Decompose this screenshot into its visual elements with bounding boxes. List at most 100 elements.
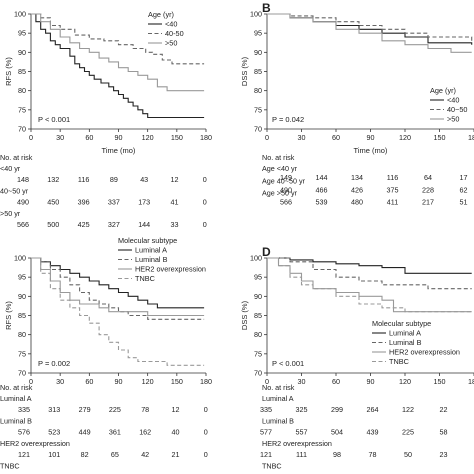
panel-1-risk-value: 41 xyxy=(171,198,179,207)
panel-2-risk-value: 426 xyxy=(351,185,363,194)
panel-1-risk-value: 173 xyxy=(138,198,150,207)
panel-4-risk-value: 335 xyxy=(260,405,272,414)
panel-3-y-tick-label: 75 xyxy=(18,349,26,358)
panel-1-risk-row-label: 40~50 yr xyxy=(0,187,29,196)
panel-4-y-tick-label: 70 xyxy=(254,369,262,378)
panel-1-y-tick-label: 95 xyxy=(18,29,26,38)
panel-2-risk-value: 51 xyxy=(460,198,468,207)
panel-1-risk-value: 450 xyxy=(47,198,59,207)
panel-2-legend-label-2: 40~50 xyxy=(447,105,468,114)
panel-1-risk-value: 396 xyxy=(78,198,90,207)
panel-2-risk-value: 17 xyxy=(460,173,468,182)
panel-4-risk-value: 504 xyxy=(331,428,343,437)
panel-3-x-tick-label: 150 xyxy=(171,377,183,386)
panel-3-y-tick-label: 85 xyxy=(18,311,26,320)
panel-3-x-tick-label: 180 xyxy=(200,377,212,386)
panel-1-risk-value: 43 xyxy=(140,175,148,184)
panel-4-series-2-line xyxy=(267,257,472,290)
panel-4-risk-value: 225 xyxy=(402,428,414,437)
panel-3-risk-value: 124 xyxy=(79,473,91,474)
panel-1-series-1-line xyxy=(31,13,205,119)
panel-3-risk-value: 21 xyxy=(172,450,180,459)
panel-4-risk-value: 98 xyxy=(333,450,341,459)
panel-3-series-3-line xyxy=(31,257,205,317)
panel-3-risk-value: 162 xyxy=(139,428,151,437)
panel-4-y-tick-label: 80 xyxy=(254,330,262,339)
panel-1-risk-value: 132 xyxy=(47,175,59,184)
panel-1-x-tick-label: 60 xyxy=(85,133,93,142)
panel-3-risk-row-label: TNBC xyxy=(0,462,20,471)
panel-2-risk-header: No. at risk xyxy=(262,153,295,162)
panel-3-legend-label-2: Luminal B xyxy=(135,255,168,264)
panel-1-risk-value: 490 xyxy=(17,198,29,207)
panel-3-risk-value: 94 xyxy=(111,473,119,474)
panel-1-series-3-line xyxy=(31,13,205,92)
panel-4-risk-row-label: HER2 overexpression xyxy=(262,439,332,448)
panel-2-risk-value: 411 xyxy=(387,198,398,207)
panel-2-risk-value: 149 xyxy=(280,173,292,182)
panel-4-legend-title: Molecular subtype xyxy=(372,319,431,328)
panel-4-risk-value: 122 xyxy=(402,405,414,414)
panel-2-legend-label-1: <40 xyxy=(447,96,459,105)
panel-3-risk-value: 523 xyxy=(48,428,60,437)
panel-4-risk-value: 22 xyxy=(440,405,448,414)
panel-4-risk-value: 73 xyxy=(404,473,412,474)
panel-2-y-tick-label: 80 xyxy=(254,86,262,95)
panel-3-risk-value: 101 xyxy=(48,450,60,459)
panel-1-y-tick-label: 85 xyxy=(18,67,26,76)
panel-4-risk-value: 112 xyxy=(367,473,378,474)
panel-1-series-2-line xyxy=(31,13,205,65)
panel-4-y-tick-label: 100 xyxy=(250,254,262,263)
panel-2-risk-row-label: Age >50 yr xyxy=(262,189,298,198)
panel-2-p-value: P = 0.042 xyxy=(272,115,304,124)
panel-4-x-tick-label: 120 xyxy=(399,377,411,386)
panel-2-letter: B xyxy=(262,1,271,15)
panel-1-legend-title: Age (yr) xyxy=(148,10,174,19)
panel-3-risk-value: 335 xyxy=(18,405,30,414)
panel-4-risk-value: 58 xyxy=(440,428,448,437)
panel-1-risk-value: 327 xyxy=(108,220,120,229)
panel-4-x-tick-label: 90 xyxy=(367,377,375,386)
panel-3-risk-row-label: HER2 overexpression xyxy=(0,439,70,448)
panel-4-y-tick-label: 95 xyxy=(254,273,262,282)
panel-1-risk-value: 144 xyxy=(138,220,150,229)
panel-1-y-tick-label: 80 xyxy=(18,86,26,95)
panel-1-x-tick-label: 180 xyxy=(200,133,212,142)
panel-3-risk-value: 0 xyxy=(204,450,208,459)
panel-1-risk-value: 148 xyxy=(17,175,29,184)
panel-1-risk-value: 0 xyxy=(203,220,207,229)
panel-4-risk-value: 172 xyxy=(260,473,272,474)
panel-3-y-tick-label: 95 xyxy=(18,273,26,282)
panel-3-risk-value: 42 xyxy=(141,450,149,459)
panel-2-y-tick-label: 95 xyxy=(254,29,262,38)
panel-2-y-tick-label: 90 xyxy=(254,48,262,57)
panel-4-legend-label-4: TNBC xyxy=(389,357,409,366)
panel-2-risk-value: 116 xyxy=(387,173,398,182)
panel-2-series-3-line xyxy=(267,13,472,53)
panel-1-risk-value: 116 xyxy=(78,175,89,184)
panel-2-risk-value: 480 xyxy=(351,198,363,207)
panel-1-risk-row-label: >50 yr xyxy=(0,209,21,218)
panel-4-risk-value: 20 xyxy=(440,473,448,474)
panel-4-y-tick-label: 90 xyxy=(254,292,262,301)
panel-2-risk-value: 490 xyxy=(280,185,292,194)
panel-3-legend-label-4: TNBC xyxy=(135,274,155,283)
panel-1-risk-value: 33 xyxy=(171,220,179,229)
panel-1-x-tick-label: 30 xyxy=(56,133,64,142)
panel-2-risk-value: 62 xyxy=(460,185,468,194)
panel-2-legend-title: Age (yr) xyxy=(430,86,456,95)
panel-3-legend-title: Molecular subtype xyxy=(118,236,177,245)
panel-3-x-tick-label: 90 xyxy=(115,377,123,386)
panel-4-legend-label-2: Luminal B xyxy=(389,338,422,347)
panel-4-risk-value: 299 xyxy=(331,405,343,414)
panel-2-x-axis-label: Time (mo) xyxy=(354,146,388,155)
panel-4-risk-value: 159 xyxy=(296,473,308,474)
panel-4-risk-value: 439 xyxy=(367,428,379,437)
panel-4-series-4-line xyxy=(267,257,472,313)
panel-1-y-tick-label: 75 xyxy=(18,105,26,114)
panel-2-risk-value: 134 xyxy=(351,173,363,182)
panel-2-x-tick-label: 90 xyxy=(367,133,375,142)
panel-1-risk-value: 500 xyxy=(47,220,59,229)
panel-1-risk-row-label: <40 yr xyxy=(0,164,21,173)
